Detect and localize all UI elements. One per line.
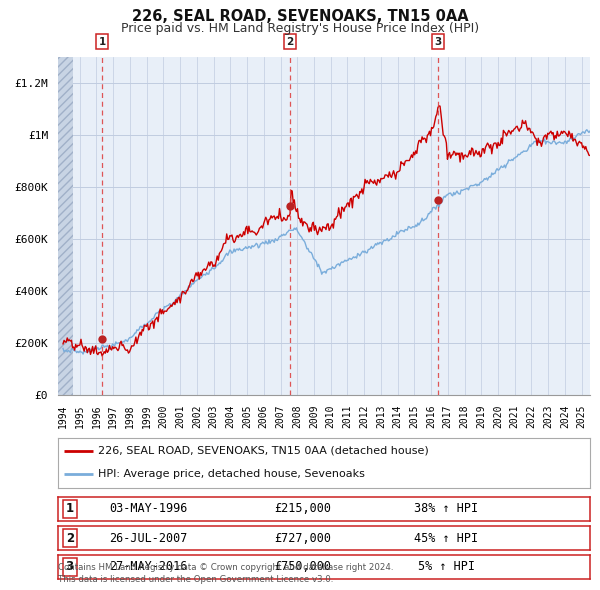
Text: 3: 3 (65, 560, 74, 573)
Text: 226, SEAL ROAD, SEVENOAKS, TN15 0AA: 226, SEAL ROAD, SEVENOAKS, TN15 0AA (131, 9, 469, 24)
Text: 38% ↑ HPI: 38% ↑ HPI (414, 503, 478, 516)
Text: 226, SEAL ROAD, SEVENOAKS, TN15 0AA (detached house): 226, SEAL ROAD, SEVENOAKS, TN15 0AA (det… (98, 445, 428, 455)
Text: £727,000: £727,000 (274, 532, 331, 545)
Text: 1: 1 (65, 503, 74, 516)
Text: £750,000: £750,000 (274, 560, 331, 573)
Text: 27-MAY-2016: 27-MAY-2016 (109, 560, 188, 573)
Text: 2: 2 (65, 532, 74, 545)
Text: 3: 3 (434, 37, 442, 47)
Text: 2: 2 (286, 37, 293, 47)
Text: Contains HM Land Registry data © Crown copyright and database right 2024.: Contains HM Land Registry data © Crown c… (58, 563, 394, 572)
Text: Price paid vs. HM Land Registry's House Price Index (HPI): Price paid vs. HM Land Registry's House … (121, 22, 479, 35)
Bar (55, 57, 73, 395)
Text: This data is licensed under the Open Government Licence v3.0.: This data is licensed under the Open Gov… (58, 575, 334, 584)
Text: 45% ↑ HPI: 45% ↑ HPI (414, 532, 478, 545)
Text: HPI: Average price, detached house, Sevenoaks: HPI: Average price, detached house, Seve… (98, 469, 365, 479)
Text: 5% ↑ HPI: 5% ↑ HPI (418, 560, 475, 573)
Text: £215,000: £215,000 (274, 503, 331, 516)
Text: 26-JUL-2007: 26-JUL-2007 (109, 532, 188, 545)
Text: 1: 1 (99, 37, 106, 47)
Text: 03-MAY-1996: 03-MAY-1996 (109, 503, 188, 516)
